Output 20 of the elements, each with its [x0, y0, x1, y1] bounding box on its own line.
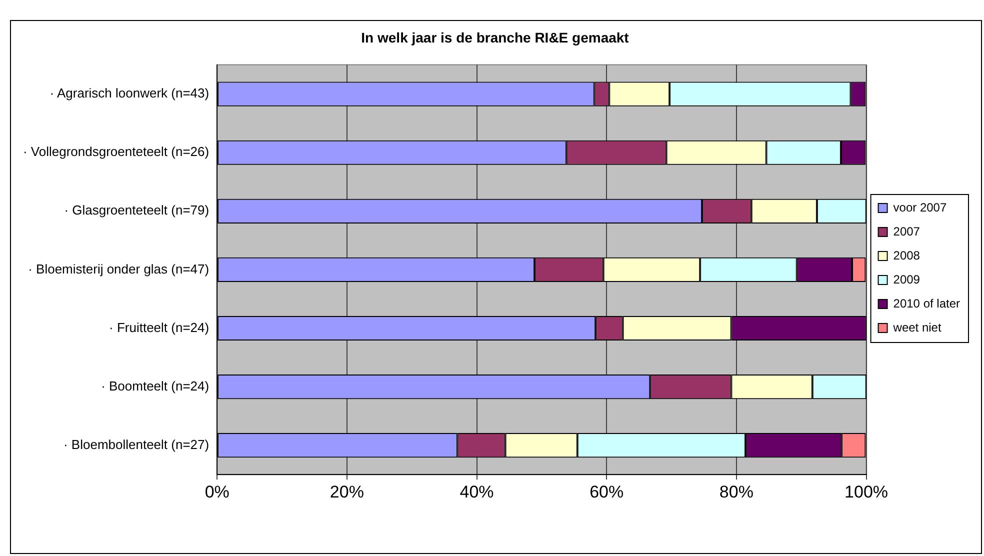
legend-label: weet niet: [892, 320, 942, 334]
x-tick-label: 20%: [330, 482, 364, 502]
x-tick-label: 40%: [460, 482, 494, 502]
chart-title: In welk jaar is de branche RI&E gemaakt: [361, 29, 630, 46]
y-tick-label: · Boomteelt (n=24): [101, 378, 210, 394]
x-tick-label: 100%: [844, 482, 888, 502]
y-tick-label: · Bloemisterij onder glas (n=47): [28, 261, 210, 276]
y-tick-label: · Vollegrondsgroenteteelt (n=26): [22, 144, 210, 160]
y-tick-label: · Agrarisch loonwerk (n=43): [50, 86, 210, 101]
legend-label: 2008: [893, 248, 920, 262]
x-tick-label: 80%: [719, 482, 754, 502]
legend-label: 2007: [893, 224, 920, 238]
legend-label: voor 2007: [893, 200, 947, 214]
legend-label: 2010 of later: [893, 296, 960, 310]
y-tick-label: · Glasgroenteteelt (n=79): [64, 202, 210, 218]
y-tick-label: · Fruitteelt (n=24): [109, 320, 210, 335]
y-tick-label: · Bloembollenteelt (n=27): [63, 436, 210, 452]
legend-label: 2009: [893, 272, 920, 286]
x-tick-label: 0%: [204, 482, 230, 502]
x-tick-label: 60%: [590, 482, 624, 502]
